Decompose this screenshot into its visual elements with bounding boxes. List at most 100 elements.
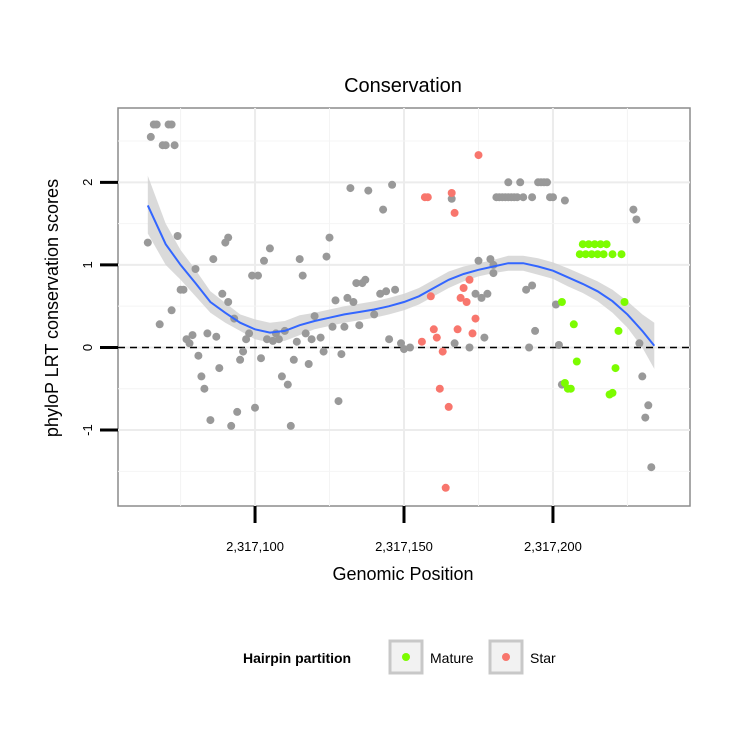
point: [471, 289, 480, 298]
point: [274, 335, 283, 344]
star-point: [450, 208, 459, 217]
axes-layer: 2,317,100 2,317,150 2,317,200 -1 0 1 2: [80, 179, 582, 554]
point: [641, 413, 650, 422]
mature-point: [587, 250, 596, 259]
legend-title: Hairpin partition: [243, 650, 351, 666]
mature-point: [620, 298, 629, 306]
star-point: [465, 275, 474, 284]
chart-title: Conservation: [344, 75, 462, 97]
star-point: [423, 193, 432, 202]
y-tick-label: 2: [80, 179, 95, 186]
x-tick-label: 2,317,150: [375, 539, 433, 554]
point: [209, 255, 218, 264]
star-point: [432, 333, 441, 342]
point: [203, 329, 212, 338]
mature-point: [566, 384, 575, 393]
point: [638, 372, 647, 381]
point: [629, 205, 638, 214]
star-point: [417, 337, 426, 346]
x-tick-label: 2,317,200: [524, 539, 582, 554]
mature-point: [590, 240, 599, 249]
point: [364, 186, 373, 195]
point: [212, 332, 221, 341]
star-point: [456, 293, 465, 302]
mature-point: [593, 250, 602, 259]
point: [236, 355, 245, 364]
mature-point: [581, 250, 590, 259]
point: [334, 397, 343, 406]
x-tick-label: 2,317,100: [226, 539, 284, 554]
point: [268, 336, 277, 345]
point: [343, 293, 352, 302]
point: [513, 193, 522, 202]
point: [328, 322, 337, 331]
mature-point: [572, 357, 581, 366]
point: [295, 255, 304, 264]
point: [197, 372, 206, 381]
point: [346, 184, 355, 193]
point: [531, 326, 540, 335]
star-point: [471, 314, 480, 323]
x-axis-title: Genomic Position: [332, 564, 473, 584]
point: [480, 333, 489, 342]
legend-key-dot: [402, 653, 410, 661]
point: [286, 421, 295, 430]
point: [516, 178, 525, 187]
mature-point: [617, 250, 626, 259]
legend: Hairpin partition Mature Star: [243, 639, 556, 675]
point: [361, 275, 370, 284]
mature-point: [584, 240, 593, 249]
point: [215, 364, 224, 373]
confidence-band-layer: [147, 175, 655, 369]
mature-point: [608, 388, 617, 397]
point: [179, 285, 188, 294]
point: [522, 285, 531, 294]
mature-point: [602, 240, 611, 249]
point: [257, 354, 265, 363]
point: [551, 300, 560, 309]
point: [143, 238, 152, 247]
mature-point: [575, 250, 584, 259]
point: [319, 347, 328, 356]
point: [549, 193, 557, 202]
point: [146, 132, 155, 141]
point: [483, 289, 492, 298]
y-tick-label: 0: [80, 344, 95, 351]
point: [304, 360, 313, 368]
star-point: [447, 189, 456, 197]
y-axis-title: phyloP LRT conservation scores: [42, 179, 62, 437]
legend-label-mature: Mature: [430, 650, 474, 666]
point: [474, 256, 483, 265]
star-point: [426, 292, 435, 301]
smooth-line: [146, 204, 656, 347]
point: [239, 347, 248, 356]
point: [349, 298, 358, 306]
point: [388, 180, 397, 189]
point: [331, 296, 340, 305]
mature-point: [608, 250, 617, 259]
point: [283, 380, 292, 389]
point: [447, 194, 456, 203]
point: [251, 403, 259, 412]
point: [200, 384, 209, 393]
mature-point: [611, 364, 620, 373]
point: [185, 339, 194, 348]
star-point: [435, 384, 444, 393]
point: [370, 310, 379, 319]
star-point: [462, 298, 471, 306]
point: [379, 205, 388, 214]
point: [292, 337, 301, 346]
point: [465, 343, 474, 352]
legend-key-dot: [502, 653, 510, 661]
point: [337, 350, 346, 359]
point: [310, 312, 319, 321]
mature-point: [614, 326, 623, 335]
legend-label-star: Star: [530, 650, 556, 666]
mature-point: [578, 240, 587, 249]
point: [647, 463, 656, 472]
point: [560, 196, 569, 205]
point: [406, 343, 414, 352]
point: [525, 343, 534, 352]
point: [504, 178, 513, 187]
